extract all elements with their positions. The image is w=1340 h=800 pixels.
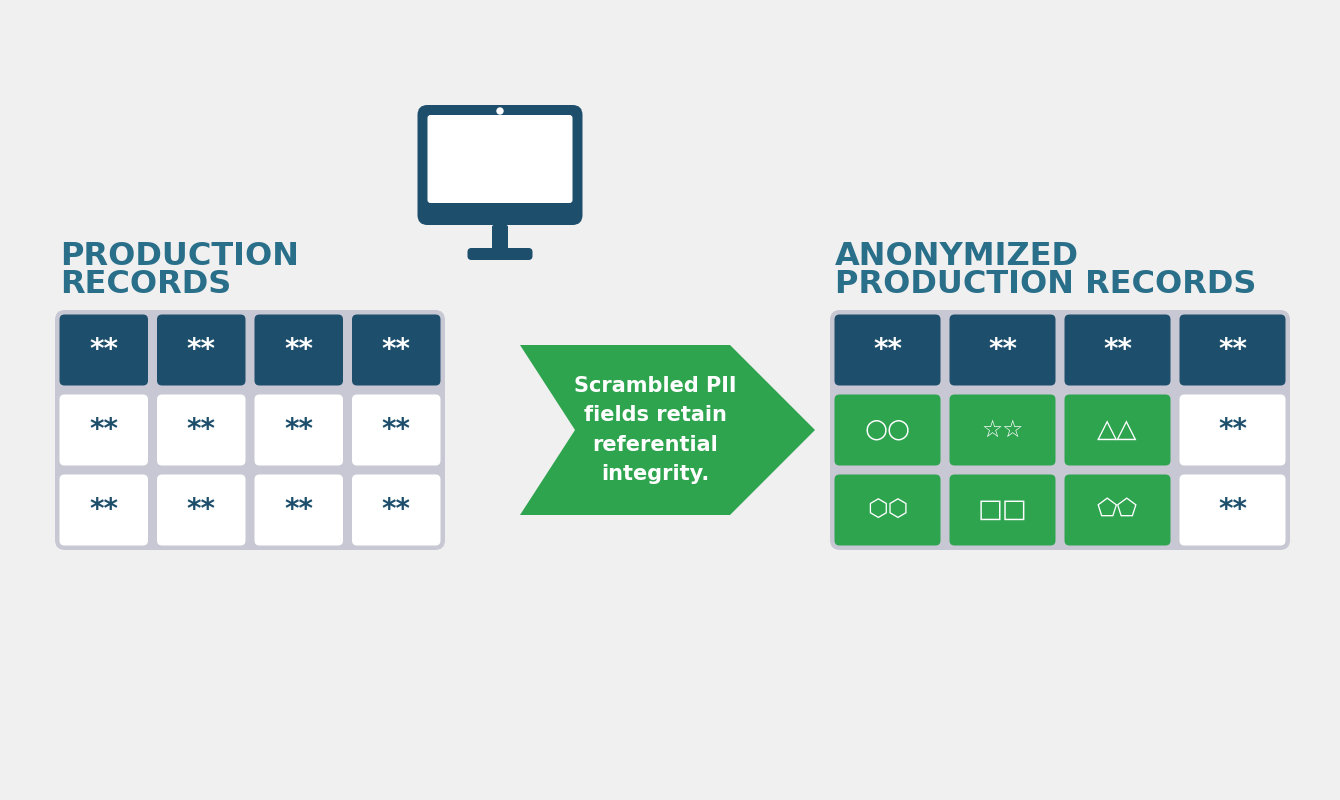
FancyBboxPatch shape — [352, 314, 441, 386]
FancyBboxPatch shape — [950, 474, 1056, 546]
FancyBboxPatch shape — [59, 394, 147, 466]
Text: **: ** — [382, 496, 411, 524]
FancyBboxPatch shape — [255, 474, 343, 546]
FancyBboxPatch shape — [255, 314, 343, 386]
FancyBboxPatch shape — [492, 225, 508, 250]
FancyBboxPatch shape — [59, 314, 147, 386]
Circle shape — [497, 108, 502, 114]
Text: ○○: ○○ — [864, 417, 910, 443]
FancyBboxPatch shape — [950, 314, 1056, 386]
Text: **: ** — [90, 496, 118, 524]
Text: **: ** — [90, 416, 118, 444]
FancyBboxPatch shape — [427, 115, 572, 203]
Text: ⬡⬡: ⬡⬡ — [867, 498, 909, 522]
FancyBboxPatch shape — [1064, 314, 1171, 386]
FancyBboxPatch shape — [835, 394, 941, 466]
FancyBboxPatch shape — [352, 394, 441, 466]
FancyBboxPatch shape — [1179, 474, 1285, 546]
Text: **: ** — [186, 496, 216, 524]
FancyBboxPatch shape — [1064, 474, 1171, 546]
Text: ANONYMIZED: ANONYMIZED — [835, 241, 1079, 272]
FancyBboxPatch shape — [835, 474, 941, 546]
FancyBboxPatch shape — [55, 310, 445, 550]
Text: ☆☆: ☆☆ — [981, 418, 1024, 442]
Text: **: ** — [1218, 496, 1248, 524]
Text: RECORDS: RECORDS — [60, 269, 232, 300]
FancyBboxPatch shape — [157, 474, 245, 546]
FancyBboxPatch shape — [1064, 394, 1171, 466]
FancyBboxPatch shape — [157, 314, 245, 386]
FancyBboxPatch shape — [59, 474, 147, 546]
Text: PRODUCTION: PRODUCTION — [60, 241, 299, 272]
Text: **: ** — [1218, 416, 1248, 444]
FancyBboxPatch shape — [468, 248, 532, 260]
Text: **: ** — [90, 336, 118, 364]
FancyBboxPatch shape — [352, 474, 441, 546]
FancyBboxPatch shape — [950, 394, 1056, 466]
Text: PRODUCTION RECORDS: PRODUCTION RECORDS — [835, 269, 1257, 300]
Text: **: ** — [872, 336, 902, 364]
Text: Scrambled PII
fields retain
referential
integrity.: Scrambled PII fields retain referential … — [574, 376, 736, 484]
Text: **: ** — [284, 336, 314, 364]
Text: **: ** — [382, 416, 411, 444]
Text: △△: △△ — [1097, 417, 1138, 443]
Text: **: ** — [382, 336, 411, 364]
Text: □□: □□ — [978, 497, 1028, 523]
FancyBboxPatch shape — [418, 105, 583, 225]
FancyBboxPatch shape — [1179, 314, 1285, 386]
FancyBboxPatch shape — [157, 394, 245, 466]
Polygon shape — [520, 345, 815, 515]
Text: **: ** — [988, 336, 1017, 364]
Text: **: ** — [186, 416, 216, 444]
Text: **: ** — [1103, 336, 1132, 364]
FancyBboxPatch shape — [829, 310, 1290, 550]
FancyBboxPatch shape — [255, 394, 343, 466]
FancyBboxPatch shape — [835, 314, 941, 386]
Text: **: ** — [1218, 336, 1248, 364]
Text: **: ** — [186, 336, 216, 364]
Text: **: ** — [284, 416, 314, 444]
FancyBboxPatch shape — [1179, 394, 1285, 466]
Text: ⬠⬠: ⬠⬠ — [1097, 498, 1138, 522]
Text: **: ** — [284, 496, 314, 524]
